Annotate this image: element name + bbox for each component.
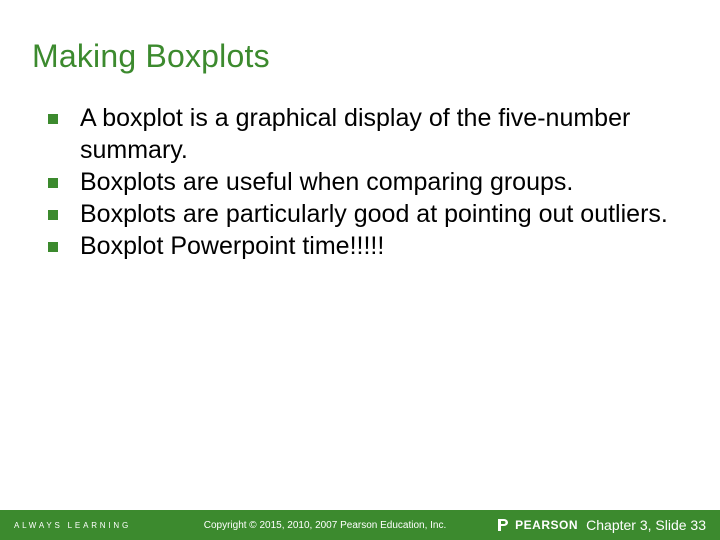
footer-brand: PEARSON [495, 517, 578, 533]
list-item: Boxplots are particularly good at pointi… [48, 198, 690, 230]
bullet-square-icon [48, 242, 58, 252]
slide-title: Making Boxplots [32, 38, 270, 75]
list-item: Boxplots are useful when comparing group… [48, 166, 690, 198]
bullet-square-icon [48, 178, 58, 188]
bullet-square-icon [48, 210, 58, 220]
list-item: Boxplot Powerpoint time!!!!! [48, 230, 690, 262]
bullet-text: Boxplot Powerpoint time!!!!! [80, 230, 384, 262]
brand-text: PEARSON [515, 518, 578, 532]
list-item: A boxplot is a graphical display of the … [48, 102, 690, 166]
bullet-text: Boxplots are useful when comparing group… [80, 166, 573, 198]
pearson-logo-icon [495, 517, 511, 533]
footer-bar: ALWAYS LEARNING Copyright © 2015, 2010, … [0, 510, 720, 540]
bullet-text: Boxplots are particularly good at pointi… [80, 198, 668, 230]
bullet-square-icon [48, 114, 58, 124]
bullet-list: A boxplot is a graphical display of the … [48, 102, 690, 262]
footer-page-number: Chapter 3, Slide 33 [586, 517, 706, 533]
bullet-text: A boxplot is a graphical display of the … [80, 102, 690, 166]
